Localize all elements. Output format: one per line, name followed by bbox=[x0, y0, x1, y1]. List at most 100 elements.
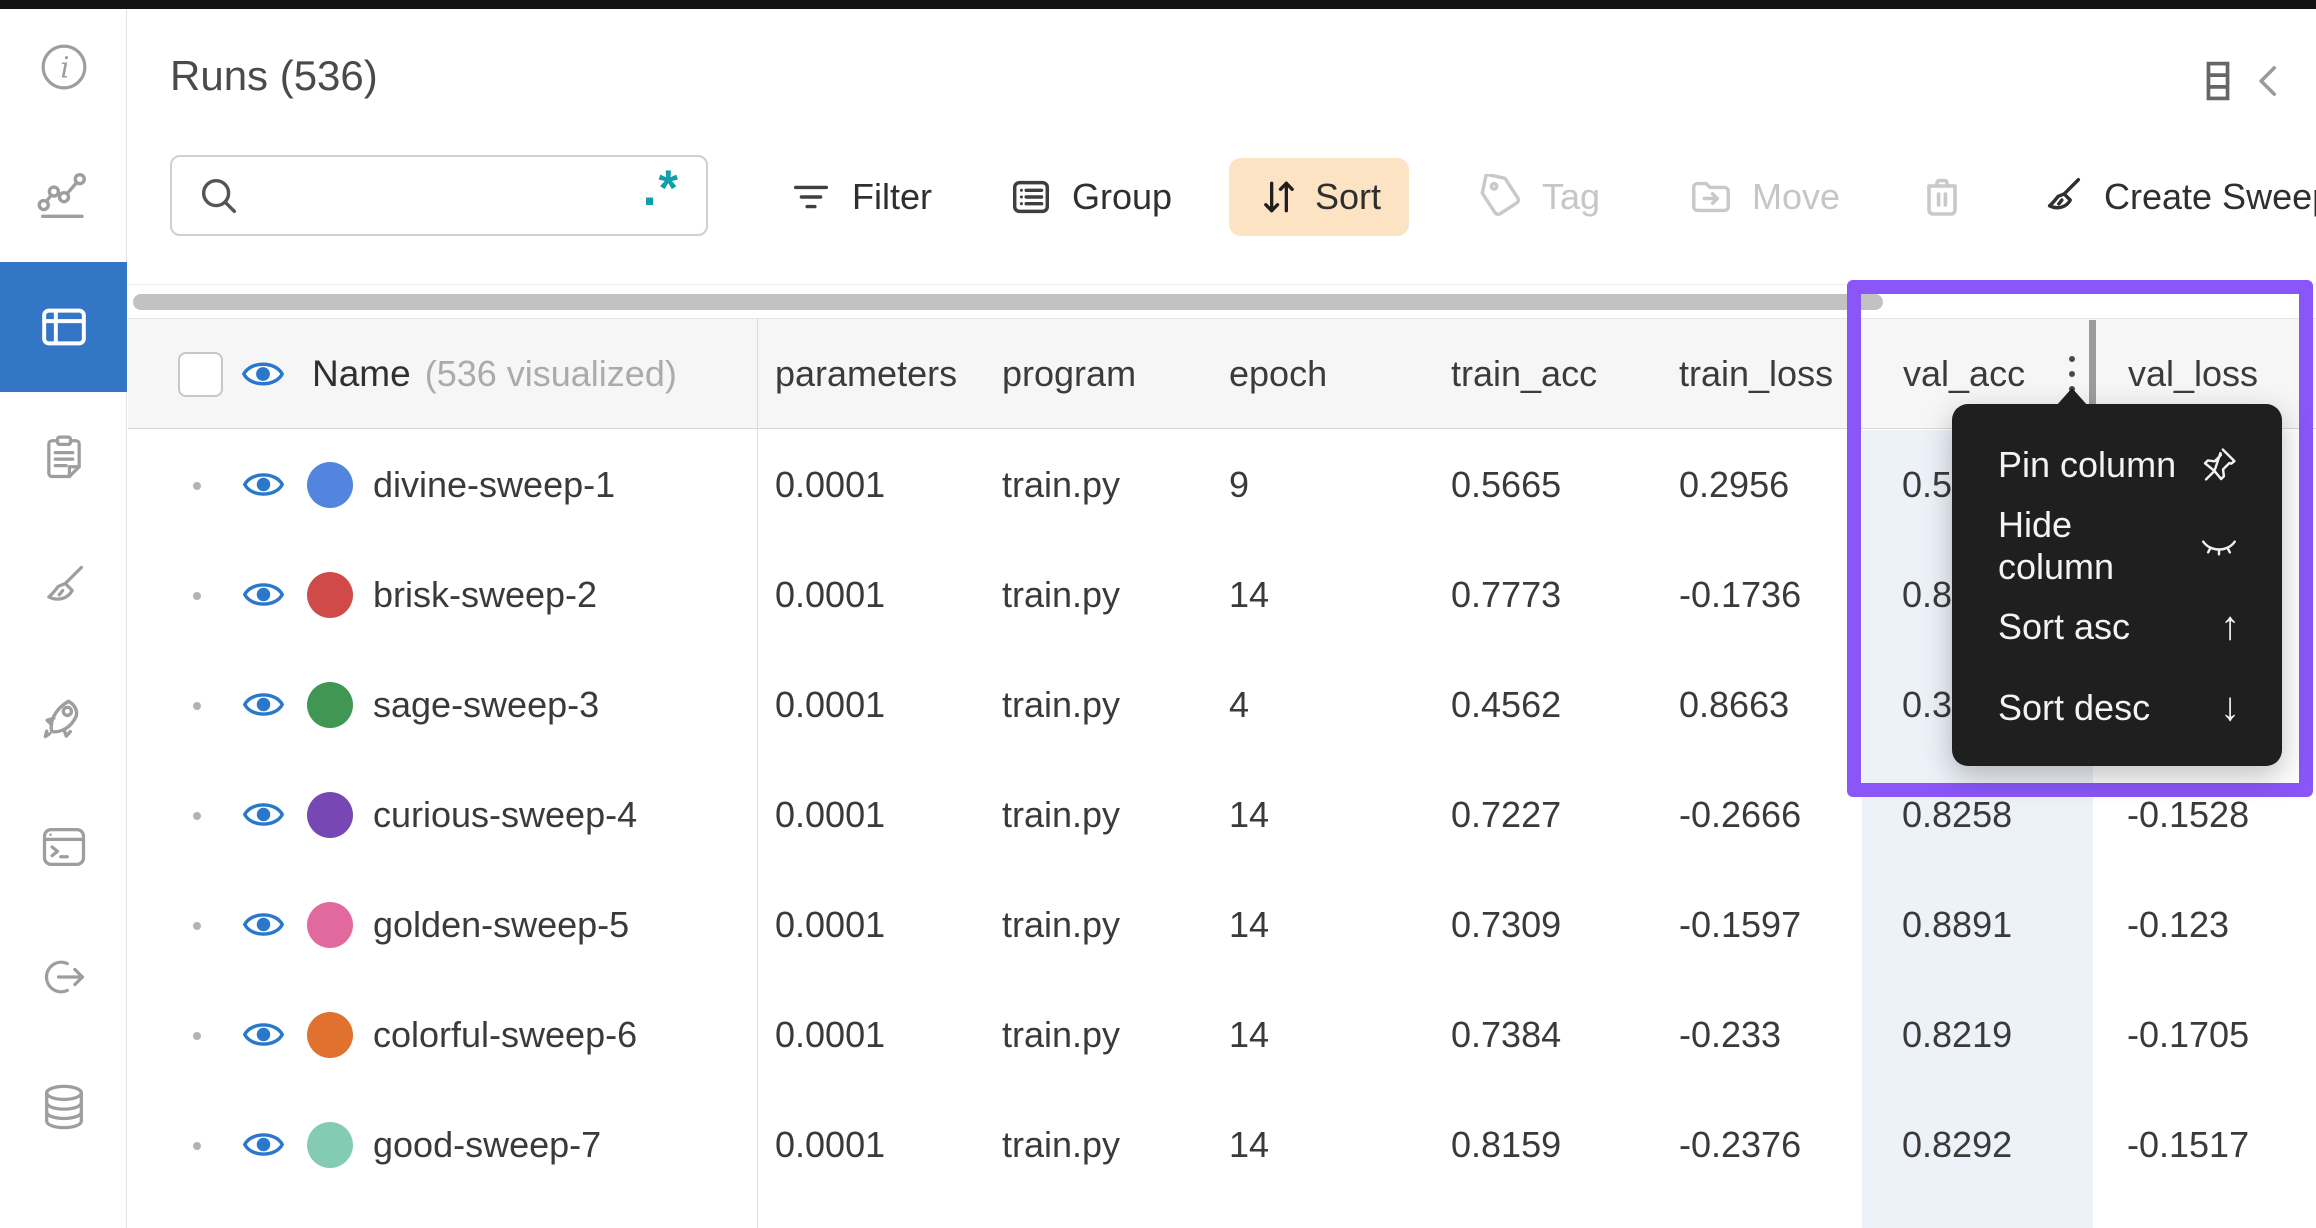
drag-handle-dot[interactable] bbox=[193, 1142, 201, 1150]
sidebar-item-charts[interactable] bbox=[0, 136, 127, 256]
run-name[interactable]: sage-sweep-3 bbox=[373, 684, 600, 725]
tag-button[interactable]: Tag bbox=[1478, 158, 1600, 236]
column-header-train-acc[interactable]: train_acc bbox=[1451, 353, 1598, 394]
group-icon bbox=[1012, 180, 1050, 214]
regex-toggle[interactable]: .* bbox=[642, 160, 680, 216]
clipboard-icon bbox=[46, 435, 81, 479]
tag-icon bbox=[1480, 174, 1520, 216]
cell-program: train.py bbox=[1002, 794, 1121, 835]
sidebar: i bbox=[0, 9, 127, 1228]
delete-button[interactable] bbox=[1918, 158, 1966, 236]
visibility-eye-icon[interactable] bbox=[241, 1122, 286, 1167]
cell-parameters: 0.0001 bbox=[775, 1014, 886, 1055]
menu-item-pin-column[interactable]: Pin column bbox=[1952, 424, 2282, 505]
drag-handle-dot[interactable] bbox=[193, 1032, 201, 1040]
run-color-dot bbox=[307, 1122, 353, 1168]
cell-val-acc: 0.3 bbox=[1902, 684, 1953, 725]
toolbar-divider bbox=[128, 284, 2316, 285]
cell-train-loss: -0.1736 bbox=[1679, 574, 1802, 615]
drag-handle-dot[interactable] bbox=[193, 592, 201, 600]
context-menu-caret bbox=[2056, 388, 2088, 406]
cell-epoch: 14 bbox=[1229, 1014, 1270, 1055]
run-color-dot bbox=[307, 462, 353, 508]
table-row[interactable]: curious-sweep-4 0.0001 train.py 14 0.722… bbox=[128, 760, 2316, 870]
table-row[interactable]: good-sweep-7 0.0001 train.py 14 0.8159 -… bbox=[128, 1090, 2316, 1200]
visibility-eye-icon[interactable] bbox=[241, 902, 286, 947]
cell-parameters: 0.0001 bbox=[775, 574, 886, 615]
page-title: Runs (536) bbox=[170, 52, 378, 99]
cell-program: train.py bbox=[1002, 684, 1121, 725]
table-row[interactable]: brisk-sweep-2 0.0001 train.py 14 0.7773 … bbox=[128, 540, 2316, 650]
filter-button[interactable]: Filter bbox=[788, 158, 932, 236]
menu-item-sort-desc[interactable]: Sort desc ↓ bbox=[1998, 685, 2240, 729]
select-all-checkbox[interactable] bbox=[178, 352, 223, 397]
column-header-val-loss[interactable]: val_loss bbox=[2128, 353, 2259, 394]
run-name[interactable]: divine-sweep-1 bbox=[373, 464, 616, 505]
table-row[interactable]: colorful-sweep-6 0.0001 train.py 14 0.73… bbox=[128, 980, 2316, 1090]
create-sweep-button[interactable]: Create Sweep bbox=[2040, 158, 2316, 236]
run-color-dot bbox=[307, 902, 353, 948]
cell-epoch: 14 bbox=[1229, 1124, 1270, 1165]
column-header-val-acc[interactable]: val_acc bbox=[1903, 353, 2026, 394]
visibility-eye-icon[interactable] bbox=[240, 351, 286, 397]
sidebar-item-runs-table[interactable] bbox=[0, 262, 127, 392]
cell-val-acc: 0.8891 bbox=[1902, 904, 2013, 945]
cell-train-acc: 0.7309 bbox=[1451, 904, 1562, 945]
column-resize-handle[interactable] bbox=[2089, 320, 2096, 428]
cell-epoch: 4 bbox=[1229, 684, 1250, 725]
run-name[interactable]: curious-sweep-4 bbox=[373, 794, 638, 835]
cell-train-loss: -0.1597 bbox=[1679, 904, 1802, 945]
drag-handle-dot[interactable] bbox=[193, 482, 201, 490]
drag-handle-dot[interactable] bbox=[193, 812, 201, 820]
cell-val-acc: 0.8 bbox=[1902, 574, 1953, 615]
sidebar-item-terminal[interactable] bbox=[0, 787, 127, 907]
drag-handle-dot[interactable] bbox=[193, 702, 201, 710]
sidebar-item-logs[interactable] bbox=[0, 397, 127, 517]
columns-icon[interactable] bbox=[2196, 58, 2240, 104]
search-input[interactable] bbox=[258, 157, 598, 234]
sort-button[interactable]: Sort bbox=[1229, 158, 1410, 236]
collapse-chevron-icon[interactable] bbox=[2248, 60, 2290, 102]
sidebar-item-launch[interactable] bbox=[0, 657, 127, 777]
cell-val-acc: 0.8219 bbox=[1902, 1014, 2013, 1055]
run-name[interactable]: golden-sweep-5 bbox=[373, 904, 630, 945]
drag-handle-dot[interactable] bbox=[193, 922, 201, 930]
move-button[interactable]: Move bbox=[1688, 158, 1840, 236]
svg-text:i: i bbox=[60, 50, 69, 84]
run-name[interactable]: colorful-sweep-6 bbox=[373, 1014, 638, 1055]
visibility-eye-icon[interactable] bbox=[241, 792, 286, 837]
menu-item-sort-asc[interactable]: Sort asc ↑ bbox=[1998, 604, 2240, 648]
table-row[interactable]: divine-sweep-1 0.0001 train.py 9 0.5665 … bbox=[128, 430, 2316, 540]
visibility-eye-icon[interactable] bbox=[241, 462, 286, 507]
run-name[interactable]: good-sweep-7 bbox=[373, 1124, 602, 1165]
eye-closed-icon bbox=[2202, 539, 2236, 556]
column-header-train-loss[interactable]: train_loss bbox=[1679, 353, 1834, 394]
cell-program: train.py bbox=[1002, 1124, 1121, 1165]
move-folder-icon bbox=[1692, 181, 1730, 213]
visibility-eye-icon[interactable] bbox=[241, 682, 286, 727]
group-button[interactable]: Group bbox=[1008, 158, 1172, 236]
window-top-bar bbox=[0, 0, 2316, 9]
table-row[interactable]: golden-sweep-5 0.0001 train.py 14 0.7309… bbox=[128, 870, 2316, 980]
cell-epoch: 14 bbox=[1229, 794, 1270, 835]
table-row[interactable]: sage-sweep-3 0.0001 train.py 4 0.4562 0.… bbox=[128, 650, 2316, 760]
run-name[interactable]: brisk-sweep-2 bbox=[373, 574, 598, 615]
table-header-row: Name (536 visualized) parameters program… bbox=[128, 318, 2316, 429]
column-header-program[interactable]: program bbox=[1002, 353, 1137, 394]
sidebar-item-sweeps[interactable] bbox=[0, 527, 127, 647]
menu-item-hide-column[interactable]: Hide column bbox=[1952, 504, 2282, 587]
sidebar-item-overview[interactable]: i bbox=[0, 7, 127, 127]
cell-train-acc: 0.7227 bbox=[1451, 794, 1562, 835]
sidebar-item-artifacts[interactable] bbox=[0, 1047, 127, 1167]
cell-train-acc: 0.4562 bbox=[1451, 684, 1562, 725]
cell-parameters: 0.0001 bbox=[775, 904, 886, 945]
cell-val-acc: 0.8292 bbox=[1902, 1124, 2013, 1165]
sidebar-item-export[interactable] bbox=[0, 917, 127, 1037]
visibility-eye-icon[interactable] bbox=[241, 572, 286, 617]
horizontal-scrollbar-thumb[interactable] bbox=[133, 294, 1883, 310]
column-header-epoch[interactable]: epoch bbox=[1229, 353, 1328, 394]
column-header-name[interactable]: Name bbox=[312, 353, 411, 394]
cell-train-loss: 0.8663 bbox=[1679, 684, 1790, 725]
visibility-eye-icon[interactable] bbox=[241, 1012, 286, 1057]
column-header-parameters[interactable]: parameters bbox=[775, 353, 958, 394]
